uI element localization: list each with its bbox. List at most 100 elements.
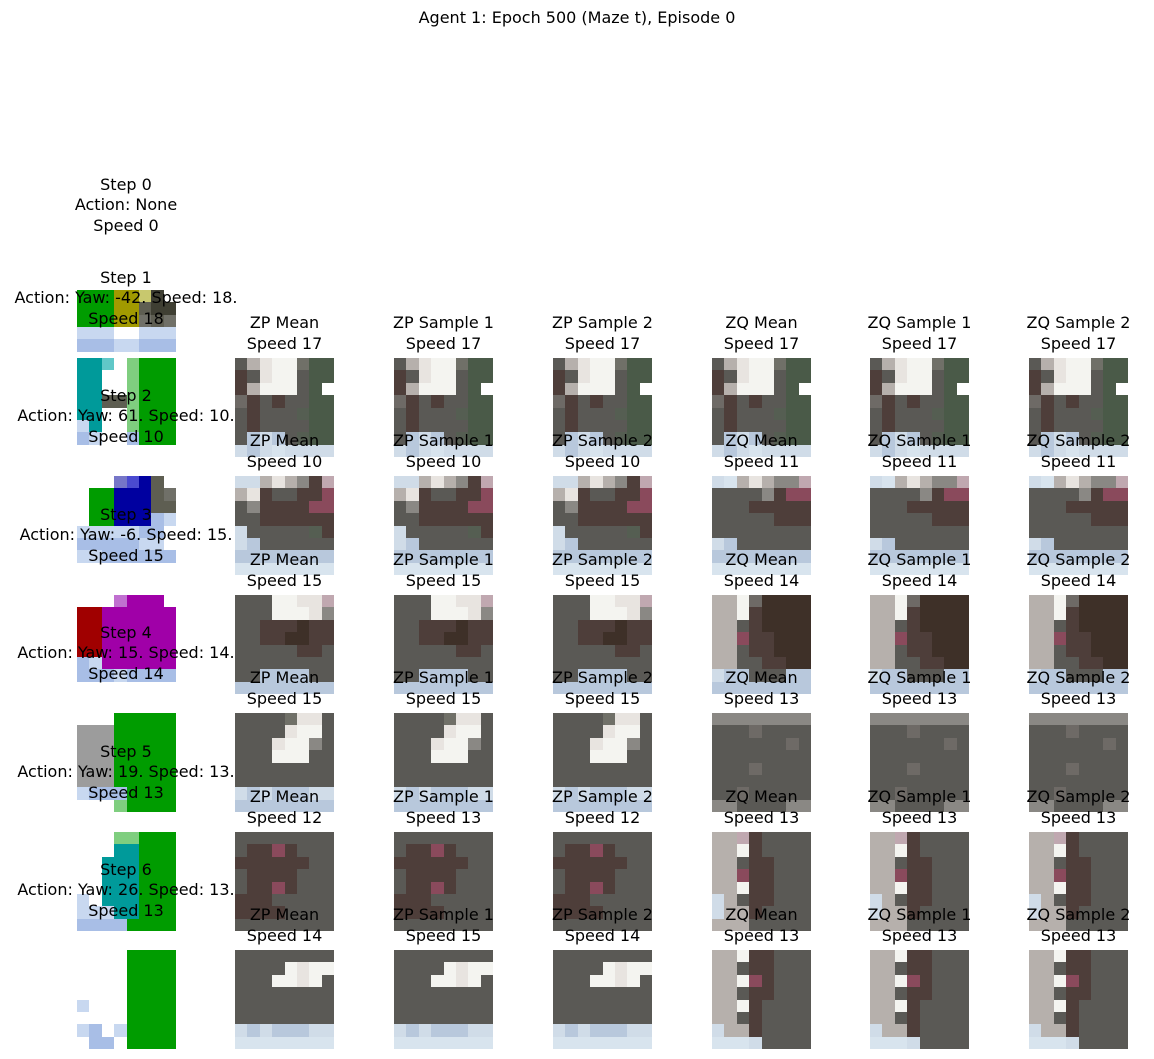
prediction-header: ZP Sample 2 Speed 10 bbox=[528, 431, 678, 473]
prediction-image bbox=[394, 358, 493, 457]
prediction-title: ZP Mean bbox=[249, 431, 320, 451]
prediction-speed: Speed 13 bbox=[1040, 808, 1117, 828]
prediction-speed: Speed 11 bbox=[723, 452, 800, 472]
prediction-image bbox=[394, 476, 493, 575]
action-label: Action: Yaw: -42. Speed: 18. bbox=[14, 288, 238, 308]
prediction-header: ZP Sample 1 Speed 13 bbox=[369, 787, 519, 829]
prediction-title: ZP Mean bbox=[249, 668, 320, 688]
prediction-header: ZQ Sample 1 Speed 14 bbox=[845, 550, 995, 592]
prediction-image bbox=[1029, 476, 1128, 575]
prediction-title: ZQ Sample 2 bbox=[1026, 550, 1131, 570]
prediction-image bbox=[553, 358, 652, 457]
prediction-speed: Speed 17 bbox=[1040, 334, 1117, 354]
prediction-header: ZP Sample 1 Speed 15 bbox=[369, 905, 519, 947]
prediction-title: ZQ Sample 1 bbox=[867, 905, 972, 925]
prediction-title: ZP Mean bbox=[249, 313, 320, 333]
prediction-image bbox=[870, 358, 969, 457]
prediction-title: ZQ Sample 1 bbox=[867, 787, 972, 807]
prediction-header: ZP Sample 1 Speed 17 bbox=[369, 313, 519, 355]
prediction-title: ZQ Mean bbox=[725, 905, 798, 925]
step-label: Step 4 bbox=[100, 622, 152, 642]
action-label: Action: Yaw: 15. Speed: 14. bbox=[17, 643, 235, 663]
step-label: Step 0 bbox=[100, 174, 152, 194]
action-label: Action: Yaw: 19. Speed: 13. bbox=[17, 762, 235, 782]
prediction-speed: Speed 10 bbox=[405, 452, 482, 472]
prediction-image bbox=[1029, 595, 1128, 694]
prediction-speed: Speed 14 bbox=[881, 571, 958, 591]
prediction-speed: Speed 14 bbox=[246, 926, 323, 946]
step-label: Step 6 bbox=[100, 859, 152, 879]
prediction-speed: Speed 17 bbox=[564, 334, 641, 354]
prediction-image bbox=[235, 358, 334, 457]
step-label: Step 2 bbox=[100, 385, 152, 405]
prediction-title: ZQ Mean bbox=[725, 550, 798, 570]
prediction-speed: Speed 13 bbox=[405, 808, 482, 828]
prediction-header: ZP Mean Speed 14 bbox=[210, 905, 360, 947]
step-title: Step 1 Action: Yaw: -42. Speed: 18. Speed … bbox=[1, 268, 251, 330]
speed-label: Speed 15 bbox=[88, 546, 164, 566]
prediction-image bbox=[870, 713, 969, 812]
observation-image bbox=[77, 950, 176, 1049]
observation-image bbox=[77, 832, 176, 931]
prediction-header: ZP Mean Speed 12 bbox=[210, 787, 360, 829]
speed-label: Speed 18 bbox=[88, 309, 164, 329]
prediction-header: ZP Sample 2 Speed 15 bbox=[528, 550, 678, 592]
prediction-image bbox=[235, 713, 334, 812]
prediction-header: ZP Sample 2 Speed 15 bbox=[528, 668, 678, 710]
prediction-speed: Speed 15 bbox=[564, 689, 641, 709]
prediction-title: ZQ Mean bbox=[725, 313, 798, 333]
prediction-title: ZQ Sample 2 bbox=[1026, 905, 1131, 925]
prediction-title: ZP Sample 2 bbox=[552, 668, 653, 688]
prediction-header: ZQ Sample 2 Speed 11 bbox=[1004, 431, 1154, 473]
prediction-image bbox=[712, 832, 811, 931]
prediction-title: ZP Sample 1 bbox=[393, 550, 494, 570]
prediction-header: ZQ Mean Speed 13 bbox=[687, 668, 837, 710]
step-label: Step 1 bbox=[100, 267, 152, 287]
prediction-image bbox=[235, 476, 334, 575]
prediction-speed: Speed 15 bbox=[405, 926, 482, 946]
prediction-header: ZQ Sample 2 Speed 13 bbox=[1004, 668, 1154, 710]
prediction-title: ZQ Sample 2 bbox=[1026, 787, 1131, 807]
action-label: Action: None bbox=[74, 195, 178, 215]
step-label: Step 3 bbox=[100, 504, 152, 524]
prediction-title: ZQ Sample 2 bbox=[1026, 313, 1131, 333]
speed-label: Speed 0 bbox=[93, 216, 159, 236]
prediction-header: ZP Mean Speed 10 bbox=[210, 431, 360, 473]
prediction-image bbox=[553, 832, 652, 931]
prediction-title: ZP Sample 1 bbox=[393, 431, 494, 451]
prediction-speed: Speed 13 bbox=[723, 926, 800, 946]
prediction-image bbox=[1029, 950, 1128, 1049]
figure-title: Agent 1: Epoch 500 (Maze t), Episode 0 bbox=[418, 8, 736, 27]
speed-label: Speed 10 bbox=[88, 427, 164, 447]
prediction-image bbox=[712, 358, 811, 457]
prediction-title: ZQ Sample 2 bbox=[1026, 431, 1131, 451]
prediction-speed: Speed 11 bbox=[881, 452, 958, 472]
step-title: Step 4 Action: Yaw: 15. Speed: 14. Speed 1… bbox=[1, 623, 251, 685]
prediction-speed: Speed 11 bbox=[1040, 452, 1117, 472]
prediction-speed: Speed 15 bbox=[246, 571, 323, 591]
prediction-header: ZQ Sample 1 Speed 13 bbox=[845, 905, 995, 947]
prediction-image bbox=[394, 832, 493, 931]
observation-image bbox=[77, 595, 176, 694]
prediction-header: ZQ Sample 1 Speed 13 bbox=[845, 787, 995, 829]
prediction-image bbox=[553, 713, 652, 812]
prediction-speed: Speed 14 bbox=[1040, 571, 1117, 591]
prediction-header: ZP Mean Speed 15 bbox=[210, 550, 360, 592]
prediction-speed: Speed 12 bbox=[564, 808, 641, 828]
prediction-image bbox=[394, 713, 493, 812]
prediction-speed: Speed 17 bbox=[246, 334, 323, 354]
prediction-speed: Speed 13 bbox=[1040, 689, 1117, 709]
prediction-header: ZQ Mean Speed 13 bbox=[687, 787, 837, 829]
prediction-image bbox=[712, 950, 811, 1049]
prediction-image bbox=[394, 950, 493, 1049]
prediction-image bbox=[1029, 713, 1128, 812]
prediction-header: ZQ Sample 1 Speed 11 bbox=[845, 431, 995, 473]
prediction-image bbox=[235, 950, 334, 1049]
prediction-speed: Speed 10 bbox=[246, 452, 323, 472]
prediction-speed: Speed 13 bbox=[723, 808, 800, 828]
prediction-title: ZP Sample 1 bbox=[393, 905, 494, 925]
prediction-header: ZQ Sample 2 Speed 13 bbox=[1004, 787, 1154, 829]
prediction-image bbox=[553, 476, 652, 575]
prediction-title: ZP Sample 2 bbox=[552, 313, 653, 333]
prediction-header: ZP Sample 1 Speed 15 bbox=[369, 668, 519, 710]
